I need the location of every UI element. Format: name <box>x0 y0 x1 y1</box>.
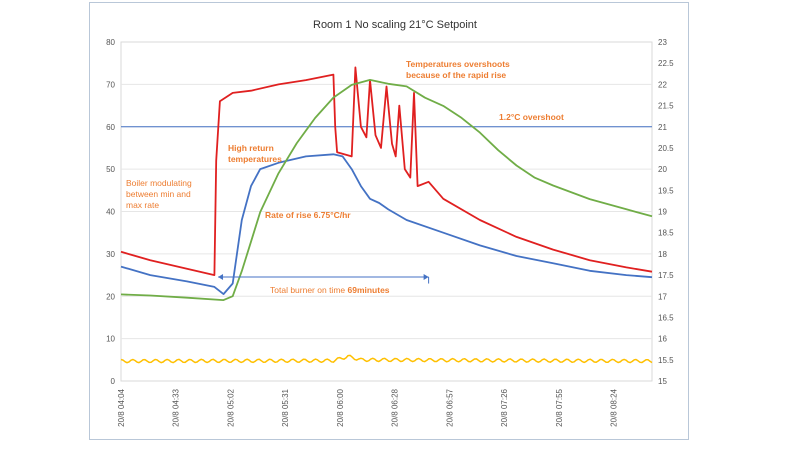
annotation-burner: Total burner on time 69minutes <box>270 285 390 295</box>
x-tick-6: 20/8 06:57 <box>445 388 454 426</box>
y-right-tick-13: 21.5 <box>658 102 674 111</box>
y-right-tick-10: 20 <box>658 165 667 174</box>
annotations: Boiler modulating between min and max ra… <box>126 59 564 295</box>
annotation-rate: Rate of rise 6.75°C/hr <box>265 210 351 220</box>
y-left-tick-2: 20 <box>106 292 115 301</box>
y-left-tick-7: 70 <box>106 80 115 89</box>
arrow-head-left <box>218 274 224 280</box>
y-right-tick-15: 22.5 <box>658 59 674 68</box>
yellow-series <box>120 354 653 364</box>
y-right-tick-14: 22 <box>658 80 667 89</box>
y-right-tick-5: 17.5 <box>658 271 674 280</box>
chart: Room 1 No scaling 21°C Setpoint 0 10 20 30 4… <box>106 19 674 427</box>
x-tick-2: 20/8 05:02 <box>226 388 235 426</box>
x-tick-9: 20/8 08:24 <box>610 388 619 426</box>
y-left-tick-6: 60 <box>106 123 115 132</box>
y-right-tick-8: 19 <box>658 208 667 217</box>
y-left-tick-1: 10 <box>106 335 115 344</box>
y-right-tick-12: 21 <box>658 123 667 132</box>
x-tick-7: 20/8 07:26 <box>500 388 509 426</box>
chart-title: Room 1 No scaling 21°C Setpoint <box>313 19 477 31</box>
x-tick-5: 20/8 06:28 <box>391 388 400 426</box>
annotation-overshoots-2: because of the rapid rise <box>406 70 506 80</box>
annotation-boiler-2: between min and <box>126 189 191 199</box>
y-right-tick-4: 17 <box>658 292 667 301</box>
y-right-tick-1: 15.5 <box>658 356 674 365</box>
y-right-tick-2: 16 <box>658 335 667 344</box>
grid: 0 10 20 30 40 50 60 70 80 15 15.5 16 16.5 17 17.5 18 18.… <box>106 38 674 427</box>
annotation-return-2: temperatures <box>228 154 282 164</box>
x-tick-8: 20/8 07:55 <box>555 388 564 426</box>
x-tick-1: 20/8 04:33 <box>172 388 181 426</box>
annotation-burner-text: Total burner on time <box>270 285 347 295</box>
y-left-tick-5: 50 <box>106 165 115 174</box>
x-tick-3: 20/8 05:31 <box>281 388 290 426</box>
y-right-tick-11: 20.5 <box>658 144 674 153</box>
y-right-tick-16: 23 <box>658 38 667 47</box>
y-left-tick-8: 80 <box>106 38 115 47</box>
y-right-tick-9: 19.5 <box>658 186 674 195</box>
y-right-tick-7: 18.5 <box>658 229 674 238</box>
flow-series-red <box>120 66 653 276</box>
y-left-tick-0: 0 <box>111 377 116 386</box>
annotation-overshoots-1: Temperatures overshoots <box>406 59 510 69</box>
room-series-green <box>120 79 653 301</box>
annotation-burner-bold: 69minutes <box>347 285 389 295</box>
return-series-blue <box>120 153 653 295</box>
y-left-tick-3: 30 <box>106 250 115 259</box>
annotation-boiler-3: max rate <box>126 200 159 210</box>
series-layer <box>120 66 653 364</box>
y-right-tick-6: 18 <box>658 250 667 259</box>
x-tick-0: 20/8 04:04 <box>117 388 126 426</box>
x-tick-4: 20/8 06:00 <box>336 388 345 426</box>
annotation-overshoot-value: 1.2°C overshoot <box>499 112 564 122</box>
y-left-tick-4: 40 <box>106 208 115 217</box>
annotation-boiler-1: Boiler modulating <box>126 178 192 188</box>
y-right-tick-0: 15 <box>658 377 667 386</box>
chart-frame: Room 1 No scaling 21°C Setpoint 0 10 20 30 4… <box>89 2 689 440</box>
arrow-head-right <box>423 274 429 280</box>
y-right-tick-3: 16.5 <box>658 313 674 322</box>
annotation-return-1: High return <box>228 143 274 153</box>
